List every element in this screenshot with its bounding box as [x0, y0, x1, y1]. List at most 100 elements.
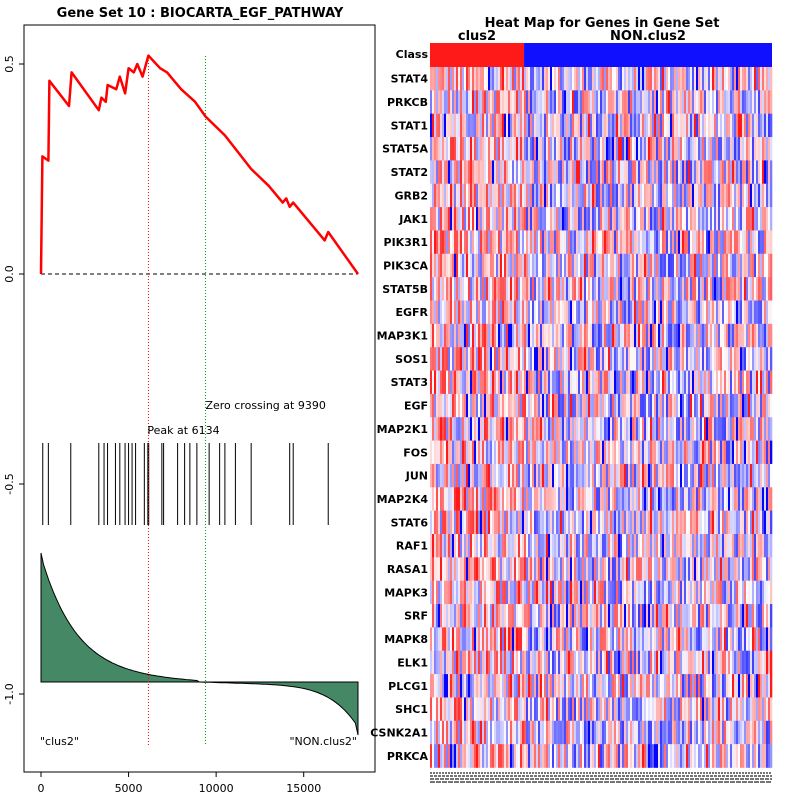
heatmap-cell — [718, 627, 721, 652]
heatmap-cell — [432, 557, 435, 581]
heatmap-cell — [514, 534, 517, 558]
heatmap-cell — [690, 650, 693, 675]
heatmap-cell — [608, 580, 611, 605]
heatmap-cell — [530, 160, 533, 185]
heatmap-cell — [586, 183, 589, 208]
heatmap-cell — [576, 90, 579, 114]
heatmap-cell — [664, 557, 667, 581]
heatmap-cell — [728, 463, 731, 488]
heatmap-cell — [696, 580, 699, 605]
heatmap-cell — [516, 323, 519, 348]
heatmap-cell — [726, 253, 729, 278]
heatmap-cell — [560, 720, 563, 745]
heatmap-cell — [654, 347, 657, 371]
heatmap-cell — [702, 137, 705, 161]
heatmap-cell — [710, 323, 713, 348]
heatmap-cell — [652, 183, 655, 208]
heatmap-cell — [488, 230, 491, 255]
heatmap-cell — [644, 674, 647, 698]
heatmap-cell — [458, 510, 461, 535]
heatmap-cell — [494, 207, 497, 231]
heatmap-cell — [630, 674, 633, 698]
heatmap-cell — [464, 113, 467, 138]
heatmap-cell — [712, 370, 715, 395]
heatmap-cell — [466, 277, 469, 301]
heatmap-cell — [766, 627, 769, 652]
heatmap-cell — [634, 370, 637, 395]
heatmap-cell — [558, 697, 561, 722]
heatmap-cell — [630, 137, 633, 161]
heatmap-cell — [464, 463, 467, 488]
heatmap-cell — [610, 720, 613, 745]
heatmap-cell — [530, 463, 533, 488]
heatmap-cell — [730, 627, 733, 652]
heatmap-cell — [700, 253, 703, 278]
heatmap-cell — [490, 160, 493, 185]
heatmap-cell — [446, 207, 449, 231]
heatmap-cell — [562, 697, 565, 722]
heatmap-cell — [518, 650, 521, 675]
heatmap-cell — [506, 580, 509, 605]
heatmap-cell — [448, 90, 451, 114]
heatmap-cell — [434, 300, 437, 325]
heatmap-cell — [720, 510, 723, 535]
heatmap-cell — [640, 393, 643, 418]
heatmap-cell — [632, 720, 635, 745]
heatmap-cell — [600, 440, 603, 465]
heatmap-cell — [534, 90, 537, 114]
heatmap-cell — [536, 323, 539, 348]
heatmap-cell — [570, 347, 573, 371]
heatmap-cell — [654, 463, 657, 488]
heatmap-cell — [554, 697, 557, 722]
heatmap-cell — [524, 347, 527, 371]
heatmap-cell — [720, 627, 723, 652]
heatmap-cell — [470, 393, 473, 418]
heatmap-cell — [482, 347, 485, 371]
heatmap-cell — [664, 347, 667, 371]
heatmap-cell — [596, 160, 599, 185]
heatmap-cell — [628, 697, 631, 722]
heatmap-cell — [746, 137, 749, 161]
heatmap-cell — [480, 720, 483, 745]
heatmap-cell — [482, 370, 485, 395]
heatmap-cell — [498, 277, 501, 301]
heatmap-cell — [726, 183, 729, 208]
heatmap-cell — [574, 627, 577, 652]
heatmap-cell — [572, 277, 575, 301]
heatmap-cell — [618, 674, 621, 698]
heatmap-cell — [628, 440, 631, 465]
heatmap-cell — [468, 463, 471, 488]
heatmap-cell — [562, 230, 565, 255]
heatmap-cell — [714, 253, 717, 278]
heatmap-cell — [678, 347, 681, 371]
heatmap-cell — [658, 347, 661, 371]
heatmap-cell — [528, 67, 531, 91]
heatmap-cell — [574, 393, 577, 418]
heatmap-cell — [580, 323, 583, 348]
heatmap-cell — [744, 674, 747, 698]
heatmap-cell — [588, 650, 591, 675]
heatmap-cell — [674, 604, 677, 628]
heatmap-cell — [626, 230, 629, 255]
heatmap-cell — [466, 697, 469, 722]
heatmap-row — [430, 697, 773, 722]
heatmap-cell — [658, 650, 661, 675]
heatmap-cell — [590, 183, 593, 208]
heatmap-cell — [670, 557, 673, 581]
heatmap-cell — [502, 440, 505, 465]
heatmap-cell — [576, 323, 579, 348]
heatmap-cell — [432, 720, 435, 745]
heatmap-cell — [754, 440, 757, 465]
heatmap-cell — [474, 277, 477, 301]
heatmap-cell — [554, 627, 557, 652]
heatmap-cell — [726, 300, 729, 325]
heatmap-cell — [588, 627, 591, 652]
heatmap-cell — [536, 417, 539, 441]
heatmap-cell — [608, 230, 611, 255]
heatmap-cell — [712, 510, 715, 535]
heatmap-cell — [712, 463, 715, 488]
heatmap-cell — [768, 650, 771, 675]
heatmap-cell — [652, 90, 655, 114]
heatmap-cell — [662, 113, 665, 138]
heatmap-cell — [616, 67, 619, 91]
